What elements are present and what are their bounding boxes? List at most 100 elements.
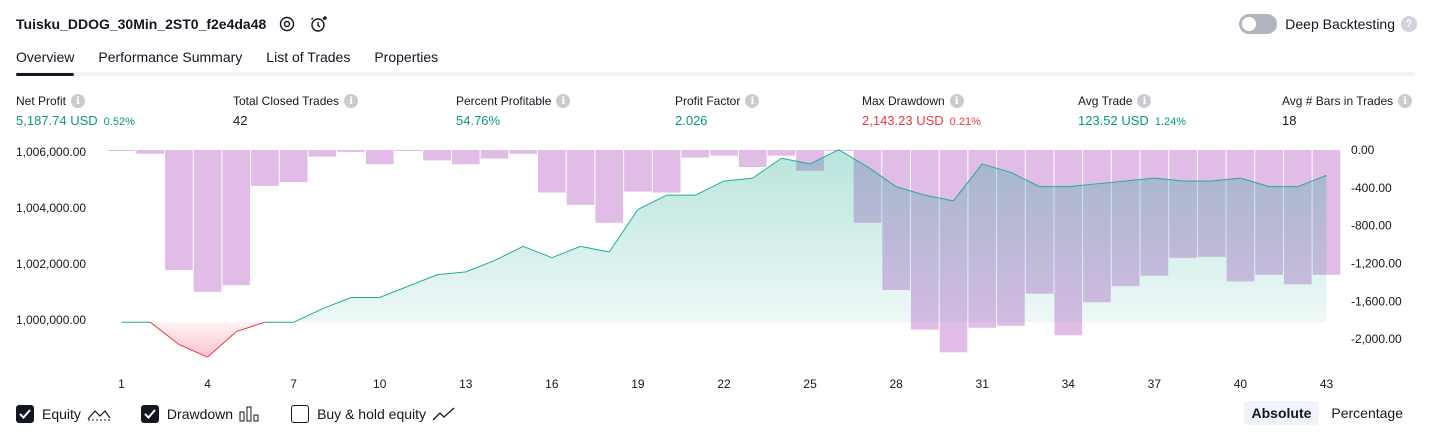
drawdown-bar bbox=[595, 150, 624, 223]
buy-hold-checkbox[interactable] bbox=[291, 405, 310, 423]
percentage-button[interactable]: Percentage bbox=[1331, 405, 1403, 421]
help-icon[interactable]: ? bbox=[1401, 16, 1417, 32]
info-icon[interactable]: i bbox=[556, 94, 571, 108]
equity-line-segment bbox=[695, 180, 725, 196]
equity-line-segment bbox=[867, 166, 897, 188]
tab-properties[interactable]: Properties bbox=[374, 49, 439, 65]
info-icon[interactable]: i bbox=[1137, 94, 1152, 108]
tab-list-of-trades[interactable]: List of Trades bbox=[266, 49, 351, 65]
x-tick-label: 37 bbox=[1148, 377, 1162, 391]
metric-percent-profitable: Percent Profitable i 54.76% bbox=[456, 93, 571, 128]
equity-line-segment bbox=[809, 149, 839, 165]
x-tick-label: 10 bbox=[373, 377, 387, 391]
add-alert-icon[interactable] bbox=[308, 13, 330, 35]
legend-label: Drawdown bbox=[166, 406, 234, 422]
metric-avg-bars-in-trades: Avg # Bars in Trades i 18 bbox=[1282, 93, 1413, 128]
equity-line-segment bbox=[437, 271, 466, 276]
equity-line-segment bbox=[1297, 174, 1327, 188]
equity-line-segment bbox=[580, 245, 610, 253]
equity-line-segment bbox=[149, 321, 180, 345]
drawdown-bar bbox=[652, 150, 681, 193]
equity-line-segment bbox=[1125, 177, 1155, 182]
drawdown-bar bbox=[710, 150, 738, 156]
info-icon[interactable]: i bbox=[71, 94, 86, 108]
left-axis: 1,006,000.00 1,004,000.00 1,002,000.00 1… bbox=[16, 145, 86, 327]
equity-line-segment bbox=[838, 149, 868, 168]
metric-net-profit: Net Profit i 5,187.74 USD 0.52% bbox=[16, 93, 135, 128]
metric-label: Avg # Bars in Trades bbox=[1282, 94, 1394, 108]
toggle-knob bbox=[1242, 17, 1257, 31]
drawdown-bar bbox=[423, 150, 451, 161]
drawdown-bar bbox=[365, 150, 394, 165]
metric-avg-trade: Avg Trade i 123.52 USD 1.24% bbox=[1078, 93, 1186, 128]
equity-line-segment bbox=[1154, 177, 1184, 182]
metric-label: Total Closed Trades bbox=[233, 94, 340, 108]
equity-area bbox=[121, 149, 1327, 358]
deep-backtesting-toggle[interactable] bbox=[1239, 14, 1278, 34]
deep-backtesting-label: Deep Backtesting bbox=[1285, 16, 1395, 32]
equity-line-segment bbox=[781, 157, 811, 165]
equity-line-icon bbox=[87, 407, 111, 421]
drawdown-bar bbox=[738, 150, 767, 168]
metric-percent: 0.21% bbox=[949, 116, 981, 128]
equity-checkbox[interactable] bbox=[16, 405, 34, 423]
equity-line-segment bbox=[522, 245, 553, 259]
equity-line-segment bbox=[1010, 172, 1040, 188]
metric-percent: 1.24% bbox=[1154, 116, 1187, 128]
equity-line-segment bbox=[637, 194, 667, 210]
drawdown-bar bbox=[394, 150, 423, 151]
info-icon[interactable]: i bbox=[344, 94, 359, 108]
right-axis: 0.00 -400.00 -800.00 -1,200.00 -1,600.00 -2,0… bbox=[1351, 143, 1402, 346]
right-tick-label: -1,600.00 bbox=[1351, 294, 1402, 308]
info-icon[interactable]: i bbox=[949, 94, 964, 108]
equity-line-segment bbox=[178, 343, 208, 358]
absolute-button[interactable]: Absolute bbox=[1243, 401, 1320, 425]
tab-overview[interactable]: Overview bbox=[16, 44, 75, 76]
drawdown-bar bbox=[165, 150, 193, 271]
drawdown-bar bbox=[538, 150, 566, 193]
drawdown-bar bbox=[136, 150, 165, 154]
drawdown-bar bbox=[624, 150, 652, 192]
metric-profit-factor: Profit Factor i 2.026 bbox=[675, 93, 760, 128]
equity-line-segment bbox=[953, 163, 983, 202]
tab-performance-summary[interactable]: Performance Summary bbox=[98, 49, 243, 65]
x-tick-label: 22 bbox=[717, 377, 731, 391]
left-tick-label: 1,000,000.00 bbox=[16, 313, 86, 327]
x-axis: 1 4 7 10 13 16 19 22 25 28 31 34 37 40 43 bbox=[118, 377, 1333, 391]
right-tick-label: 0.00 bbox=[1351, 143, 1375, 157]
strategy-title: Tuisku_DDOG_30Min_2ST0_f2e4da48 bbox=[16, 16, 267, 32]
equity-line-segment bbox=[1068, 183, 1098, 188]
drawdown-bar bbox=[279, 150, 308, 183]
metric-percent: 0.52% bbox=[103, 116, 135, 128]
equity-line-segment bbox=[896, 186, 925, 196]
equity-line-segment bbox=[465, 260, 495, 273]
x-tick-label: 7 bbox=[290, 377, 297, 391]
equity-line-segment bbox=[924, 194, 954, 202]
strategy-header: Tuisku_DDOG_30Min_2ST0_f2e4da48 bbox=[16, 12, 330, 36]
right-tick-label: -800.00 bbox=[1351, 219, 1392, 233]
legend-equity[interactable]: Equity bbox=[16, 405, 111, 423]
chart-legend: Equity Drawdown Buy & hold equity bbox=[16, 403, 486, 425]
metric-value: 54.76% bbox=[456, 113, 501, 128]
drawdown-bar bbox=[308, 150, 337, 157]
equity-line-segment bbox=[322, 297, 352, 310]
info-icon[interactable]: i bbox=[745, 94, 760, 108]
info-icon[interactable]: i bbox=[1398, 94, 1413, 108]
drawdown-bar bbox=[681, 150, 710, 158]
drawdown-bar bbox=[480, 150, 509, 159]
drawdown-checkbox[interactable] bbox=[140, 405, 159, 423]
metric-value: 2.026 bbox=[675, 113, 708, 128]
settings-icon[interactable] bbox=[276, 13, 298, 35]
left-tick-label: 1,002,000.00 bbox=[16, 257, 86, 271]
tab-bar: Overview Performance Summary List of Tra… bbox=[16, 44, 1415, 76]
equity-line-segment bbox=[551, 245, 581, 259]
metric-value: 123.52 USD bbox=[1078, 113, 1149, 128]
legend-drawdown[interactable]: Drawdown bbox=[140, 405, 261, 423]
legend-buy-hold[interactable]: Buy & hold equity bbox=[291, 405, 456, 423]
x-tick-label: 4 bbox=[204, 377, 211, 391]
metric-label: Net Profit bbox=[16, 94, 67, 108]
equity-line-segment bbox=[379, 285, 409, 298]
right-tick-label: -1,200.00 bbox=[1351, 256, 1402, 270]
metric-value: 42 bbox=[233, 113, 248, 128]
x-tick-label: 13 bbox=[459, 377, 473, 391]
